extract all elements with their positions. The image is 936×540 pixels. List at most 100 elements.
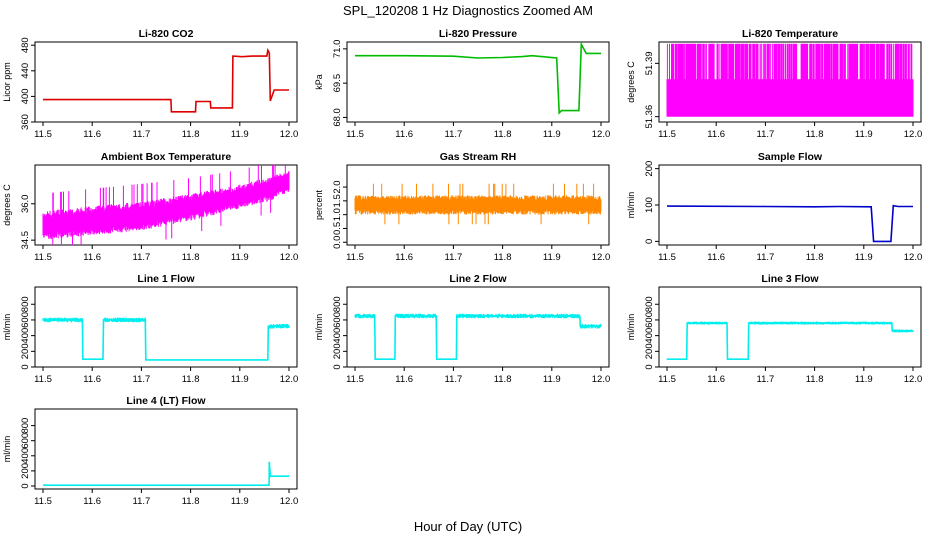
x-tick-label: 11.6 [83,252,101,263]
panel-8: Line 3 Flow ml/min 11.5 11.6 11.7 11.8 11.9 12.… [626,273,922,385]
x-tick-label: 11.9 [543,129,561,140]
x-tick-label: 12.0 [904,252,923,263]
y-tick-label: 0.0 [332,236,343,249]
y-tick-label: 34.5 [20,231,31,250]
x-tick-label: 11.7 [445,252,463,263]
plot-frame [346,286,610,368]
x-tick-label: 11.5 [34,252,52,263]
y-tick-label: 800 [644,296,655,312]
panel-0: Li-820 CO2 Licor ppm 11.5 11.6 11.7 11.8 11.9 1… [2,28,298,140]
series-3 [42,165,290,245]
x-tick-label: 11.8 [494,252,512,263]
plot-frame [346,41,610,123]
series-line [666,204,913,243]
panel-title: Line 1 Flow [137,273,195,285]
x-tick-label: 11.5 [346,129,364,140]
y-axis-label: Licor ppm [2,62,12,102]
y-tick-label: 1.0 [332,208,343,221]
series-line [667,322,913,360]
x-tick-label: 11.6 [707,252,725,263]
x-tick-label: 11.8 [806,252,824,263]
panel-title: Line 4 (LT) Flow [126,395,206,407]
panel-5: Sample Flow ml/min 11.5 11.6 11.7 11.8 11.9 12.… [626,151,922,263]
y-tick-label: 0 [332,364,343,369]
panel-6: Line 1 Flow ml/min 11.5 11.6 11.7 11.8 11.9 12.… [2,273,298,385]
x-tick-label: 11.6 [83,496,101,507]
series-9 [43,461,289,486]
panel-title: Li-820 Pressure [439,28,517,40]
y-tick-label: 360 [20,114,31,130]
series-line [43,319,289,361]
panel-4: Gas Stream RH percent 11.5 11.6 11.7 11.8 11.9… [314,151,610,263]
x-tick-label: 11.7 [133,496,151,507]
x-tick-label: 12.0 [904,374,923,385]
y-tick-label: 1.5 [332,194,343,207]
series-6 [42,317,290,361]
x-tick-label: 11.6 [395,252,413,263]
x-tick-label: 11.7 [757,374,775,385]
x-tick-label: 11.6 [83,374,101,385]
x-tick-label: 11.8 [806,129,824,140]
panel-title: Line 3 Flow [761,273,819,285]
series-line [355,315,601,360]
panel-2: Li-820 Temperature degrees C 11.5 11.6 11.7 1… [626,28,922,140]
y-tick-label: 800 [332,296,343,312]
x-tick-label: 12.0 [592,374,611,385]
panel-title: Gas Stream RH [440,151,516,163]
x-tick-label: 11.7 [133,252,151,263]
panel-title: Line 2 Flow [449,273,507,285]
y-tick-label: 440 [20,63,31,79]
y-axis-label: ml/min [314,314,324,341]
series-area [354,183,602,225]
y-axis-label: ml/min [2,436,12,463]
plot-frame [658,164,922,246]
x-tick-label: 11.7 [757,129,775,140]
y-tick-label: 69.5 [332,74,343,93]
panel-9: Line 4 (LT) Flow ml/min 11.5 11.6 11.7 11.8 11… [2,395,298,507]
x-tick-label: 11.8 [806,374,824,385]
x-tick-label: 12.0 [280,374,299,385]
x-tick-label: 11.9 [855,252,873,263]
plot-frame [658,41,922,123]
y-tick-label: 51.39 [644,51,655,75]
y-tick-label: 800 [20,418,31,434]
y-axis-label: degrees C [2,184,12,226]
y-tick-label: 200 [644,161,655,177]
y-axis-label: ml/min [626,314,636,341]
x-tick-label: 11.6 [707,129,725,140]
series-area [666,43,914,117]
y-tick-label: 2.0 [332,180,343,193]
y-tick-label: 600 [20,312,31,328]
y-tick-label: 600 [644,312,655,328]
x-tick-label: 11.6 [707,374,725,385]
y-tick-label: 200 [332,343,343,359]
y-axis-label: kPa [314,74,324,90]
x-tick-label: 11.6 [395,129,413,140]
x-tick-label: 11.9 [855,129,873,140]
panel-grid: Li-820 CO2 Licor ppm 11.5 11.6 11.7 11.8 11.9 1… [2,28,922,507]
series-area [42,165,290,245]
series-8 [666,321,914,360]
y-tick-label: 0 [644,364,655,369]
series-2 [666,43,914,117]
series-7 [354,313,602,360]
x-tick-label: 11.8 [182,129,200,140]
y-tick-label: 0 [644,239,655,244]
y-tick-label: 200 [20,463,31,479]
plot-frame [34,286,298,368]
y-tick-label: 400 [20,448,31,464]
panel-7: Line 2 Flow ml/min 11.5 11.6 11.7 11.8 11.9 12.… [314,273,610,385]
x-tick-label: 11.5 [34,496,52,507]
plot-frame [658,286,922,368]
x-tick-label: 12.0 [592,129,611,140]
series-band [354,313,602,360]
y-tick-label: 51.36 [644,105,655,129]
x-tick-label: 11.8 [182,496,200,507]
x-tick-label: 11.7 [445,374,463,385]
y-tick-label: 0.5 [332,222,343,235]
series-line [43,47,289,113]
series-band [42,317,290,361]
series-4 [354,183,602,225]
series-line [43,461,289,486]
